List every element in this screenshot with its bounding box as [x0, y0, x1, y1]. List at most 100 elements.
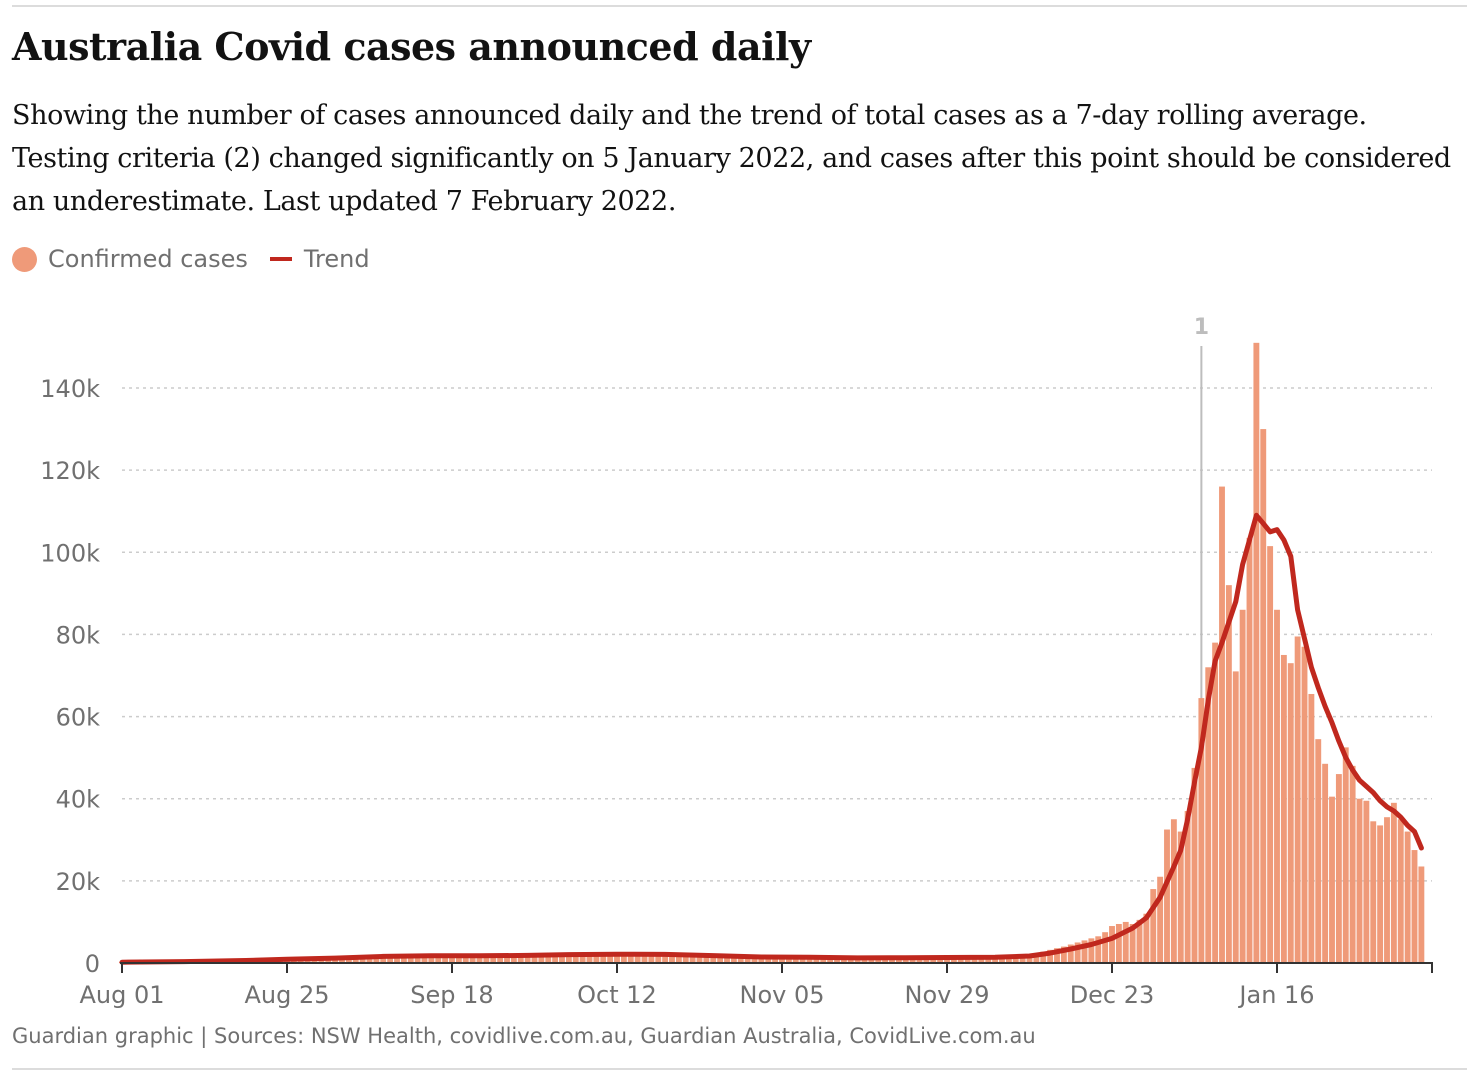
case-bar [1060, 946, 1067, 963]
case-bar [400, 955, 407, 963]
case-bar [1225, 585, 1232, 963]
case-bar [1143, 913, 1150, 963]
case-bar [1191, 767, 1198, 963]
case-bar [1150, 889, 1157, 963]
y-tick-label: 60k [56, 704, 101, 732]
case-bar [1102, 932, 1109, 963]
case-bar [1356, 798, 1363, 963]
case-bar [675, 954, 682, 963]
case-bar [806, 957, 813, 963]
case-bar [792, 957, 799, 963]
case-bar [1280, 654, 1287, 963]
case-bar [999, 956, 1005, 963]
case-bar [1308, 693, 1315, 963]
case-bar [696, 955, 703, 963]
x-tick-label: Sep 18 [410, 981, 493, 1009]
case-bar [1219, 486, 1225, 963]
case-bar [1232, 671, 1239, 963]
case-bar [462, 955, 469, 963]
case-bar [565, 954, 572, 963]
case-bar [394, 955, 400, 963]
case-bar [497, 955, 504, 963]
x-tick-label: Nov 05 [739, 981, 824, 1009]
legend-cases-label: Confirmed cases [48, 245, 248, 273]
case-bar [937, 957, 944, 963]
case-bar [1177, 831, 1184, 963]
case-bar [1294, 636, 1301, 963]
case-bar [1370, 821, 1377, 963]
x-tick-label: Oct 12 [577, 981, 657, 1009]
case-bar [1411, 850, 1418, 963]
case-bar [483, 955, 490, 963]
case-bar [1095, 936, 1102, 963]
case-bar [1335, 774, 1342, 963]
case-bar [799, 957, 806, 963]
case-bar [1267, 546, 1274, 963]
case-bar [710, 955, 717, 963]
top-rule [12, 5, 1467, 7]
case-bar [510, 955, 517, 963]
case-bar [641, 953, 648, 963]
case-bar [1287, 663, 1294, 963]
case-bar [895, 957, 902, 963]
case-bar [1397, 819, 1404, 963]
y-tick-label: 120k [40, 457, 100, 485]
case-bar [634, 953, 641, 963]
case-bar [737, 956, 744, 963]
chart-subtitle: Showing the number of cases announced da… [12, 100, 1451, 217]
grid-lines [122, 387, 1432, 882]
case-bar [1081, 940, 1088, 963]
case-bar [1122, 921, 1129, 963]
case-bar [1164, 829, 1170, 963]
case-bar [1301, 646, 1308, 963]
case-bar [600, 953, 607, 963]
case-bar [1115, 923, 1122, 963]
case-bar [703, 955, 710, 963]
cases-chart: 1 0 20k 40k 60k 80k 100k 120k 140k Aug 01 Aug 25 S… [40, 315, 1433, 1009]
case-bar [1170, 819, 1177, 963]
case-bar [840, 957, 847, 963]
case-bar [985, 957, 992, 963]
bottom-rule [12, 1068, 1467, 1070]
case-bar [620, 953, 627, 963]
legend-cases-swatch [12, 246, 37, 272]
x-tick-label: Aug 01 [79, 981, 164, 1009]
case-bar [861, 958, 868, 963]
case-bar [1274, 609, 1280, 963]
case-bar [366, 956, 373, 963]
case-bar [957, 957, 964, 963]
case-bar [827, 957, 834, 963]
case-bar [1088, 938, 1095, 963]
case-bar [1239, 609, 1246, 963]
case-bar [1005, 956, 1012, 963]
trend-line-layer [119, 512, 1424, 965]
case-bar [421, 955, 428, 963]
case-bar [902, 957, 909, 963]
case-bar [834, 957, 840, 963]
case-bar [627, 953, 634, 963]
case-bar [785, 957, 792, 963]
case-bar [1012, 956, 1019, 963]
case-bar [689, 954, 696, 963]
case-bar [428, 955, 435, 963]
case-bar [1418, 866, 1425, 963]
case-bar [572, 953, 579, 963]
axes: 0 20k 40k 60k 80k 100k 120k 140k Aug 01 Aug 25 Sep… [40, 375, 1433, 1009]
case-bar [1184, 811, 1191, 963]
chart-legend: Confirmed cases Trend [12, 245, 370, 273]
annotation-label: 1 [1194, 315, 1209, 340]
case-bar [662, 954, 669, 963]
source-note: Guardian graphic | Sources: NSW Health, … [12, 1024, 1036, 1048]
case-bar [1129, 923, 1136, 963]
case-bar [1322, 763, 1329, 963]
case-bar [964, 957, 971, 963]
case-bar [923, 957, 930, 963]
case-bar [1136, 919, 1143, 963]
trend-line [119, 512, 1424, 965]
case-bar [1315, 739, 1322, 963]
case-bar [586, 953, 593, 963]
case-bar [772, 957, 779, 963]
case-bar [524, 954, 531, 963]
case-bar [1377, 825, 1384, 963]
case-bar [930, 957, 937, 963]
